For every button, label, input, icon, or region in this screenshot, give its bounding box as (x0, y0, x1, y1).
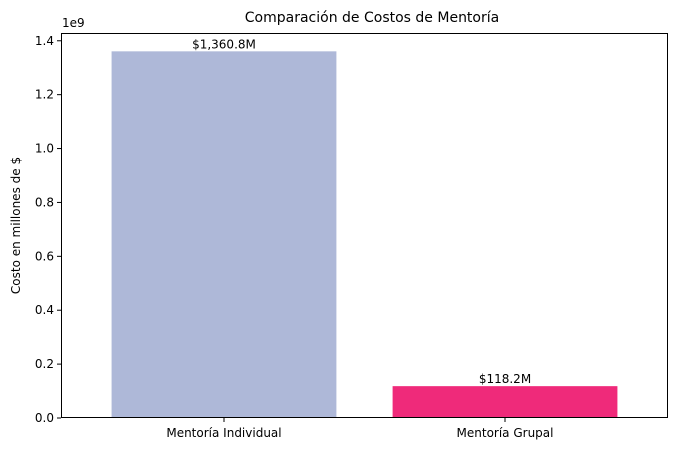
x-tick-label-0: Mentoría Individual (166, 426, 281, 440)
y-tick-label-6: 1.2 (35, 88, 54, 102)
y-axis-label: Costo en millones de $ (9, 157, 23, 294)
y-tick-label-4: 0.8 (35, 195, 54, 209)
data-label-0: $1,360.8M (192, 37, 256, 51)
data-labels-group: $1,360.8M $118.2M (192, 37, 531, 386)
y-axis-ticks: 0.0 0.2 0.4 0.6 0.8 1.0 1.2 1.4 (35, 34, 61, 425)
y-tick-label-3: 0.6 (35, 249, 54, 263)
bar-1 (392, 386, 618, 418)
y-tick-label-2: 0.4 (35, 303, 54, 317)
bars-group (111, 51, 618, 418)
x-axis-ticks: Mentoría Individual Mentoría Grupal (166, 418, 553, 440)
plot-frame (61, 33, 668, 418)
y-tick-label-7: 1.4 (35, 34, 54, 48)
y-tick-label-5: 1.0 (35, 142, 54, 156)
bar-0 (111, 51, 337, 418)
y-tick-label-0: 0.0 (35, 411, 54, 425)
chart-title: Comparación de Costos de Mentoría (245, 10, 499, 26)
y-axis-offset-label: 1e9 (62, 16, 85, 30)
y-tick-label-1: 0.2 (35, 357, 54, 371)
x-tick-label-1: Mentoría Grupal (457, 426, 554, 440)
data-label-1: $118.2M (479, 372, 531, 386)
